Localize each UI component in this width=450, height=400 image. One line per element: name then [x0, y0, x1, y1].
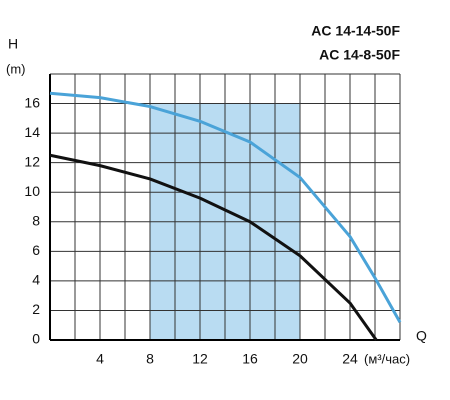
y-tick-label: 8	[32, 212, 40, 228]
curve	[49, 91, 402, 324]
x-tick-label: 24	[342, 351, 358, 367]
x-tick-label: 12	[192, 351, 208, 367]
y-tick-label: 10	[24, 183, 40, 199]
y-tick-label: 2	[32, 301, 40, 317]
x-tick-label: 16	[242, 351, 258, 367]
y-tick-label: 4	[32, 272, 40, 288]
y-tick-label: 6	[32, 242, 40, 258]
y-tick-label: 12	[24, 153, 40, 169]
y-axis-label: H	[8, 36, 18, 52]
legend-entry: AC 14-8-50F	[319, 47, 400, 63]
legend-entry: AC 14-14-50F	[311, 23, 400, 39]
x-tick-label: 8	[146, 351, 154, 367]
x-tick-label: 20	[292, 351, 308, 367]
y-tick-label: 16	[24, 94, 40, 110]
y-axis-unit: (m)	[6, 61, 26, 76]
x-axis-unit: (м³/час)	[364, 351, 410, 366]
y-tick-label: 0	[32, 331, 40, 347]
curve	[49, 153, 378, 341]
x-tick-label: 4	[96, 351, 104, 367]
y-tick-label: 14	[24, 124, 40, 140]
x-axis-label: Q	[416, 328, 427, 344]
